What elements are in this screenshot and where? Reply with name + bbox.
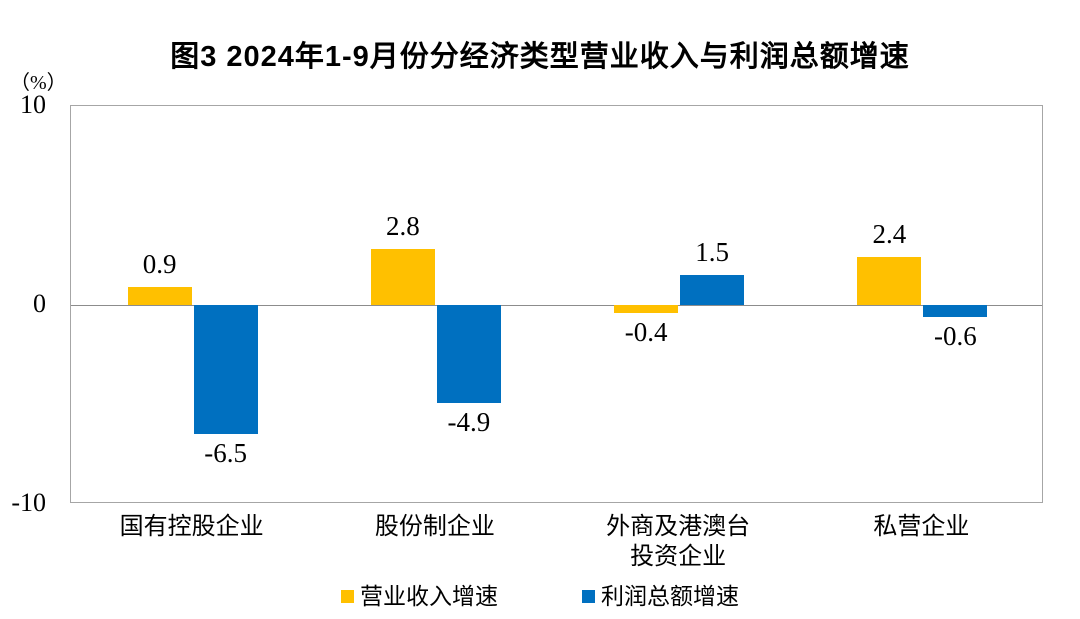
y-axis-tick-label: 0	[33, 289, 46, 318]
y-axis-tick-label: 10	[20, 90, 46, 119]
x-axis-category-label-1: 国有控股企业	[119, 514, 264, 540]
data-label-profit-growth-group4: -0.6	[934, 321, 977, 351]
legend-item-revenue-growth: 营业收入增速	[341, 585, 498, 608]
bar-profit-growth-group4	[923, 305, 988, 317]
zero-gridline	[71, 304, 1042, 306]
legend-swatch-revenue-growth	[341, 589, 354, 603]
bar-revenue-growth-group4	[857, 257, 922, 305]
chart-legend: 营业收入增速 利润总额增速	[0, 581, 1080, 611]
x-axis-category-label-3: 外商及港澳台 投资企业	[606, 514, 751, 570]
legend-item-profit-growth: 利润总额增速	[582, 585, 739, 608]
bar-profit-growth-group2	[436, 305, 501, 403]
legend-label-revenue-growth: 营业收入增速	[360, 583, 498, 609]
data-label-profit-growth-group3: 1.5	[695, 237, 729, 267]
data-label-profit-growth-group2: -4.9	[447, 407, 491, 437]
y-axis-unit-label: （%）	[10, 72, 67, 94]
data-label-revenue-growth-group4: 2.4	[872, 219, 907, 249]
data-label-revenue-growth-group2: 2.8	[386, 211, 420, 241]
legend-swatch-profit-growth	[582, 589, 595, 603]
x-axis-category-label-2: 股份制企业	[374, 514, 495, 540]
data-label-revenue-growth-group3: -0.4	[624, 317, 668, 347]
data-label-profit-growth-group1: -6.5	[204, 438, 247, 468]
bar-profit-growth-group1	[193, 305, 258, 434]
y-axis-tick-label: -10	[11, 488, 46, 517]
data-label-revenue-growth-group1: 0.9	[142, 249, 177, 279]
bar-revenue-growth-group2	[370, 249, 435, 305]
bar-profit-growth-group3	[680, 275, 745, 305]
bar-revenue-growth-group1	[127, 287, 192, 305]
plot-area: 0.9 -6.5 2.8 -4.9 -0.4 1.5 2.4 -0.6	[70, 105, 1043, 503]
bar-revenue-growth-group3	[614, 305, 679, 313]
chart-title: 图3 2024年1-9月份分经济类型营业收入与利润总额增速	[170, 41, 910, 73]
legend-label-profit-growth: 利润总额增速	[601, 583, 739, 609]
x-axis-category-label-4: 私营企业	[873, 514, 970, 540]
